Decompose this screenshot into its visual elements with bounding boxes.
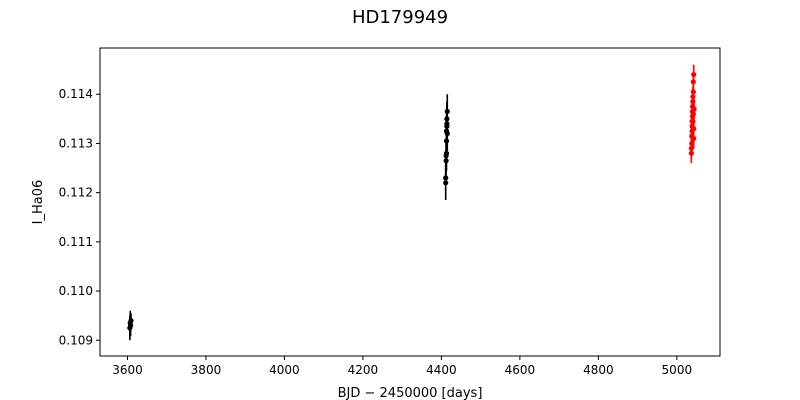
chart-title: HD179949 — [352, 7, 448, 28]
x-tick-label: 4800 — [583, 363, 614, 377]
y-axis-ticks: 0.109 0.110 0.111 0.112 0.113 0.114 — [59, 87, 100, 347]
x-tick-label: 4600 — [505, 363, 536, 377]
plot-area: 3600 3800 4000 4200 4400 4600 4800 5000 0.1090.… — [59, 47, 721, 377]
y-tick-label: 0.111 — [59, 235, 93, 249]
data-point — [691, 126, 697, 132]
y-tick-label: 0.109 — [59, 333, 93, 347]
x-tick-label: 3600 — [112, 363, 143, 377]
data-point — [691, 71, 697, 78]
x-axis-label: BJD − 2450000 [days] — [338, 386, 483, 400]
x-tick-label: 4200 — [348, 363, 379, 377]
y-tick-label: 0.110 — [59, 284, 93, 298]
data-point — [444, 131, 450, 137]
x-tick-label: 4000 — [269, 363, 300, 377]
y-axis-label: I_Ha06 — [31, 180, 46, 225]
y-tick-label: 0.114 — [59, 87, 93, 101]
data-point — [128, 317, 134, 324]
data-point — [691, 106, 697, 112]
axes-frame — [99, 47, 721, 357]
series-layer — [127, 64, 697, 341]
x-tick-label: 3800 — [191, 363, 222, 377]
data-series — [688, 64, 697, 164]
x-tick-label: 4400 — [426, 363, 457, 377]
y-tick-label: 0.113 — [59, 136, 93, 150]
y-tick-label: 0.112 — [59, 186, 93, 200]
data-series — [443, 94, 450, 201]
data-point — [444, 108, 450, 115]
x-axis-ticks: 3600 3800 4000 4200 4400 4600 4800 5000 — [112, 356, 692, 377]
data-series — [127, 310, 134, 341]
x-tick-label: 5000 — [662, 363, 693, 377]
